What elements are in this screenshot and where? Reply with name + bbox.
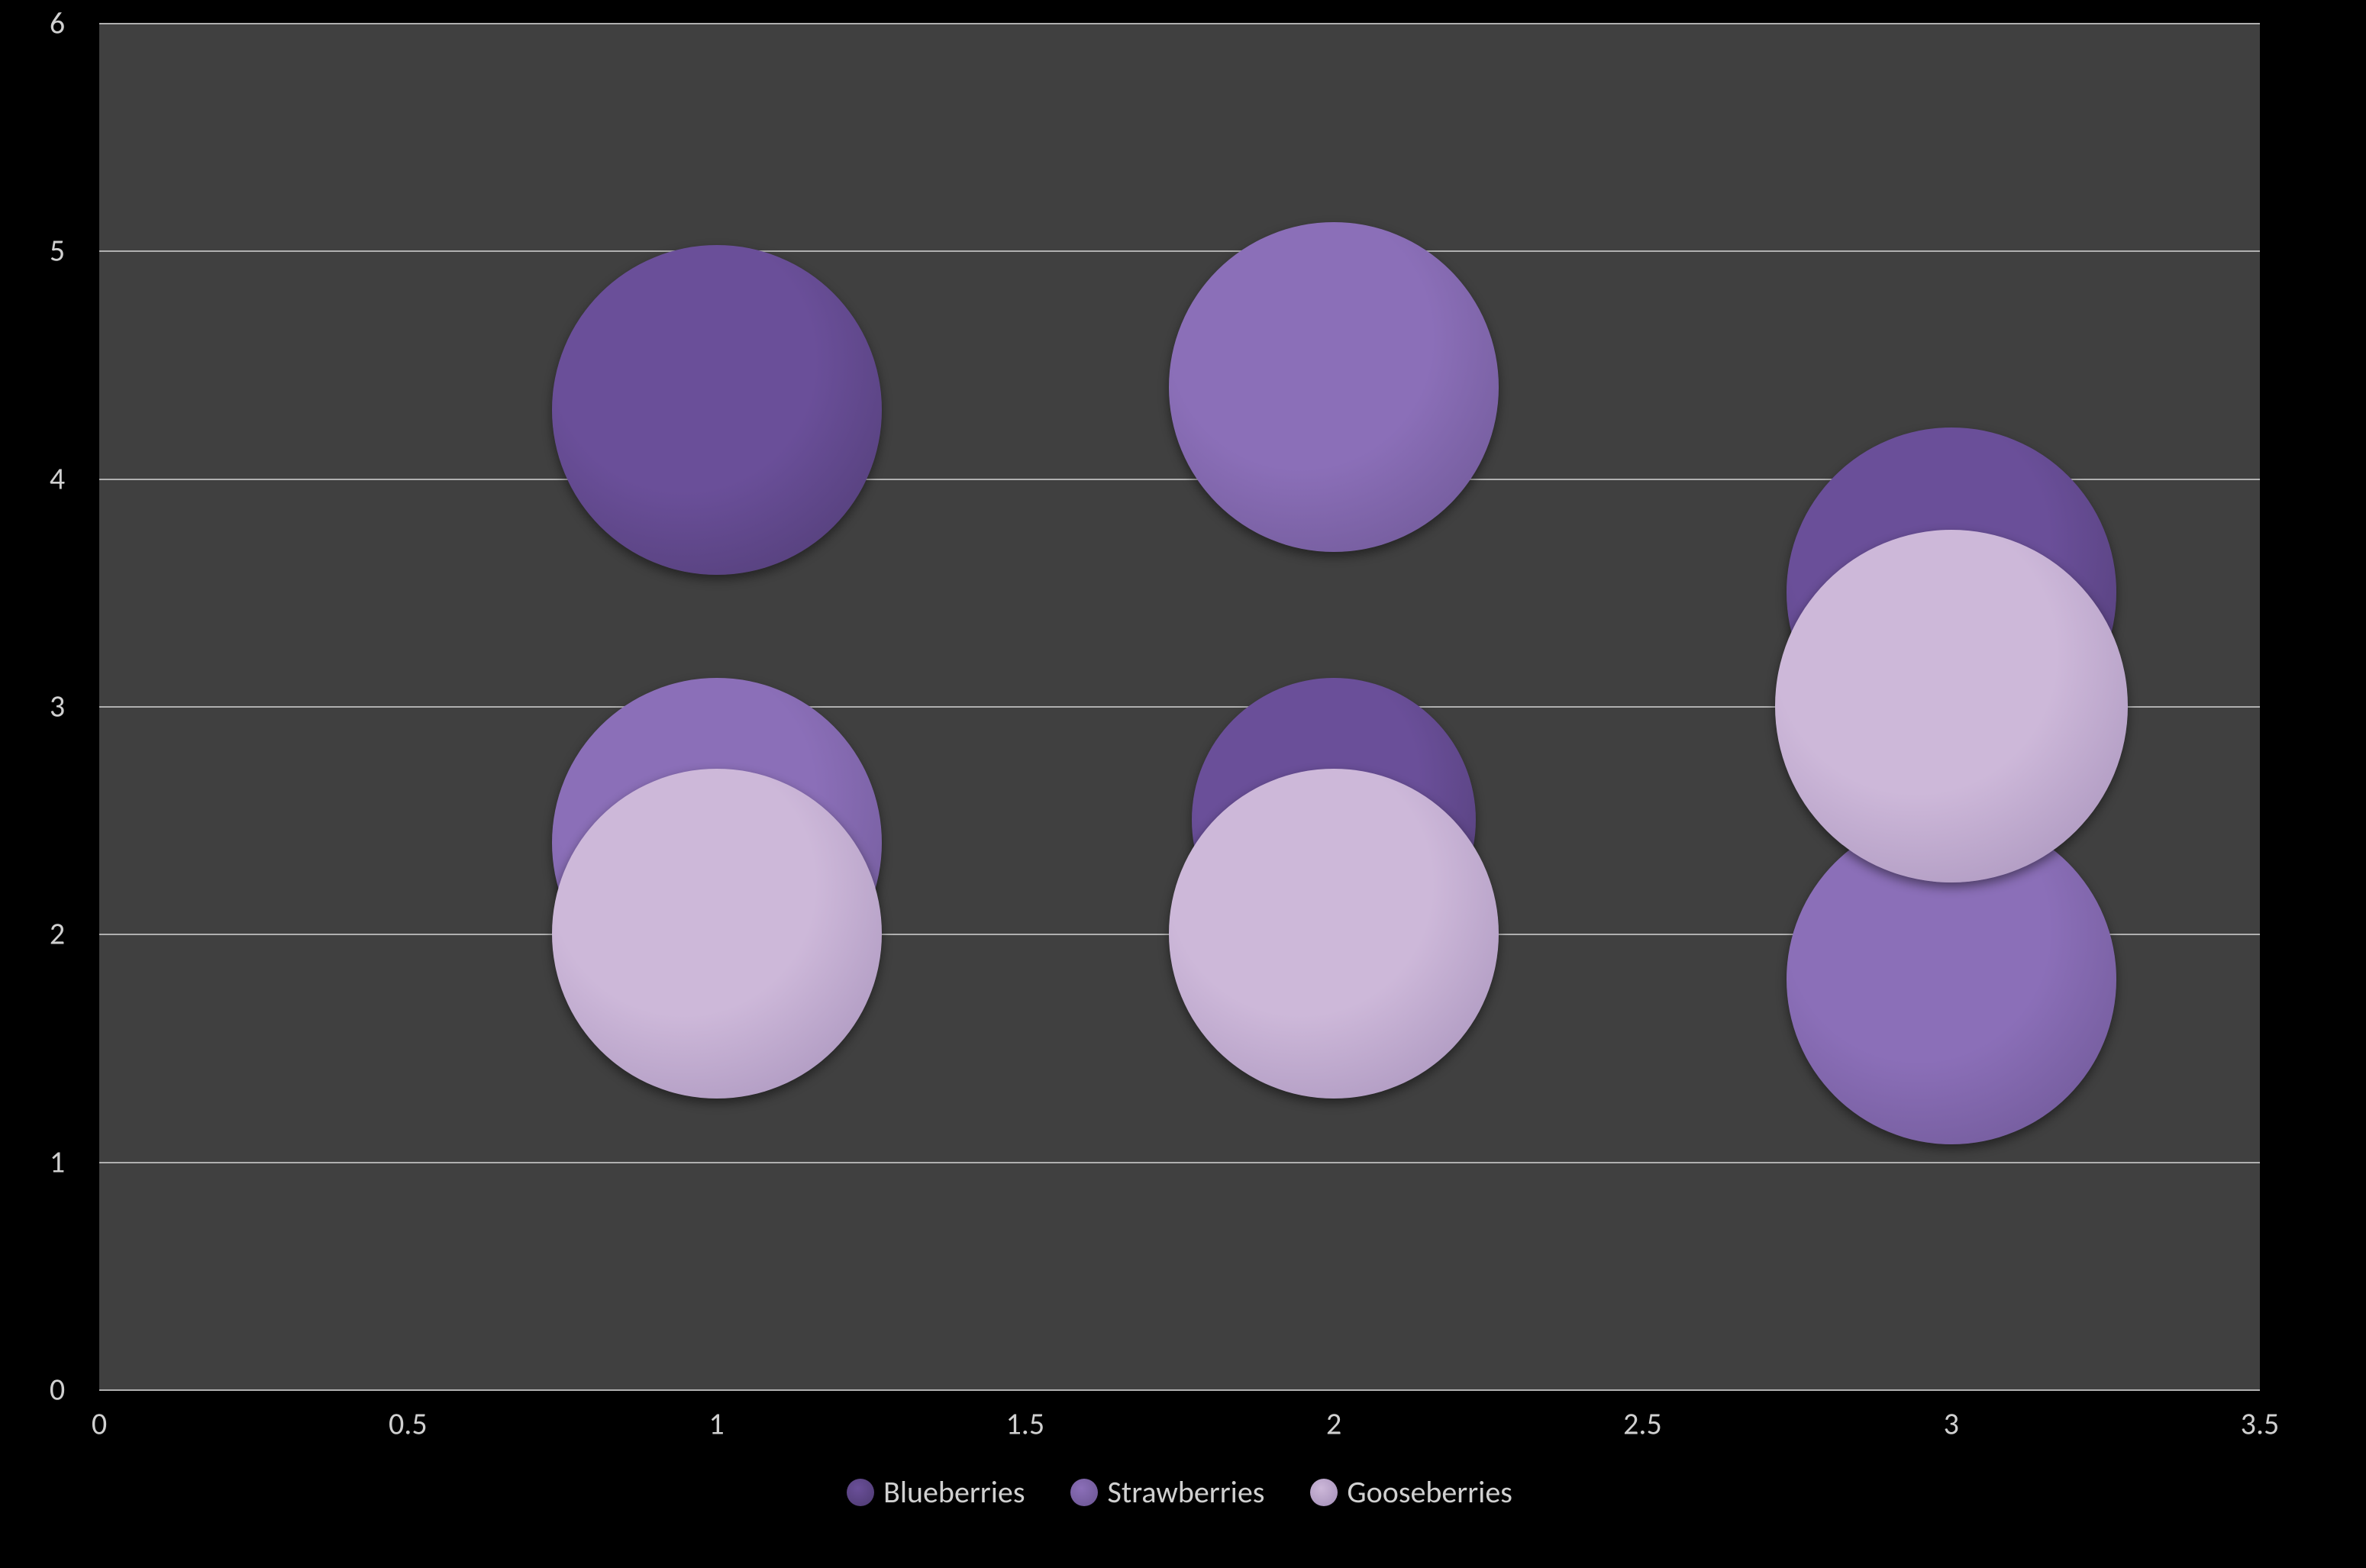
bubble-gooseberries	[1775, 530, 2128, 882]
x-axis-tick-label: 0.5	[389, 1405, 428, 1443]
x-axis-tick-label: 1	[709, 1405, 724, 1443]
bubble-blueberries	[552, 245, 882, 575]
x-axis-tick-label: 3	[1944, 1405, 1959, 1443]
legend-item-blueberries: Blueberries	[847, 1473, 1025, 1511]
legend-item-gooseberries: Gooseberries	[1310, 1473, 1512, 1511]
x-axis-tick-label: 3.5	[2241, 1405, 2280, 1443]
bubble-gooseberries	[1169, 769, 1499, 1099]
y-axis-tick-label: 6	[50, 5, 65, 42]
y-axis-tick-label: 3	[50, 688, 65, 725]
legend: Blueberries Strawberries Gooseberries	[99, 1473, 2260, 1511]
legend-label: Blueberries	[883, 1473, 1025, 1511]
y-axis-tick-label: 2	[50, 915, 65, 953]
bubble-strawberries	[1169, 222, 1499, 552]
legend-marker-icon	[847, 1479, 874, 1506]
y-axis-tick-label: 4	[50, 460, 65, 497]
gridline-horizontal	[99, 250, 2260, 252]
x-axis-tick-label: 1.5	[1006, 1405, 1045, 1443]
x-axis-tick-label: 0	[92, 1405, 107, 1443]
gridline-horizontal	[99, 1162, 2260, 1163]
y-axis-tick-label: 0	[50, 1371, 65, 1408]
bubble-chart: 0 1 2 3 4 5 6 0 0.5 1 1.5 2 2.5 3 3.5 Blueberries Straw…	[0, 0, 2366, 1568]
legend-marker-icon	[1310, 1479, 1338, 1506]
x-axis-tick-label: 2.5	[1623, 1405, 1662, 1443]
legend-marker-icon	[1070, 1479, 1098, 1506]
y-axis-tick-label: 1	[50, 1143, 65, 1180]
y-axis-tick-label: 5	[50, 232, 65, 269]
legend-label: Strawberries	[1107, 1473, 1264, 1511]
legend-item-strawberries: Strawberries	[1070, 1473, 1264, 1511]
gridline-horizontal	[99, 23, 2260, 24]
legend-label: Gooseberries	[1347, 1473, 1512, 1511]
bubble-gooseberries	[552, 769, 882, 1099]
x-axis-tick-label: 2	[1326, 1405, 1341, 1443]
gridline-horizontal	[99, 1389, 2260, 1391]
